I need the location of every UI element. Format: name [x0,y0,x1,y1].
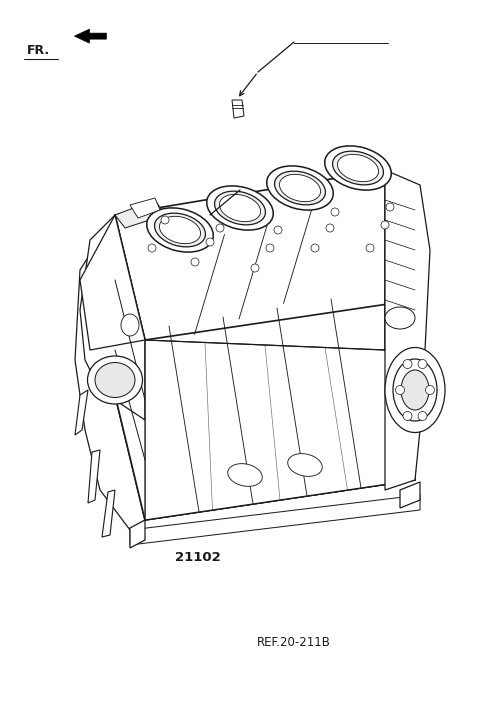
Polygon shape [75,215,145,530]
Circle shape [326,224,334,232]
Polygon shape [80,215,145,420]
Polygon shape [115,200,165,228]
Ellipse shape [207,186,273,230]
Ellipse shape [147,208,213,252]
Circle shape [381,221,389,229]
Polygon shape [74,29,107,43]
Ellipse shape [385,347,445,432]
Ellipse shape [121,314,139,336]
Polygon shape [75,390,88,435]
Circle shape [148,244,156,252]
Circle shape [418,359,427,369]
Circle shape [251,264,259,272]
Circle shape [266,244,274,252]
Ellipse shape [275,171,325,205]
Polygon shape [232,100,244,118]
Ellipse shape [288,454,322,476]
Ellipse shape [219,194,261,222]
Ellipse shape [324,146,391,190]
Polygon shape [88,450,100,503]
Circle shape [311,244,319,252]
Polygon shape [115,170,415,340]
Circle shape [366,244,374,252]
Circle shape [216,224,224,232]
Circle shape [403,412,412,420]
Ellipse shape [155,213,205,247]
Ellipse shape [87,356,143,404]
Text: 21102: 21102 [175,551,221,564]
Ellipse shape [267,166,333,210]
Polygon shape [102,490,115,537]
Ellipse shape [159,216,201,243]
Polygon shape [130,520,145,548]
Polygon shape [145,340,415,520]
Polygon shape [115,215,145,520]
Circle shape [425,385,434,395]
Polygon shape [115,350,415,520]
Ellipse shape [333,151,384,185]
Text: FR.: FR. [26,44,49,57]
Ellipse shape [279,174,321,202]
Polygon shape [385,170,430,490]
Ellipse shape [393,359,437,421]
Circle shape [191,258,199,266]
Polygon shape [80,215,145,350]
Circle shape [274,226,282,234]
Circle shape [403,359,412,369]
Polygon shape [385,170,415,480]
Circle shape [161,216,169,224]
Polygon shape [400,482,420,508]
Circle shape [386,203,394,211]
Ellipse shape [401,370,429,410]
Circle shape [396,385,405,395]
Polygon shape [130,495,420,545]
Polygon shape [130,198,160,218]
Circle shape [418,412,427,420]
Ellipse shape [337,155,379,182]
Ellipse shape [215,191,265,225]
Text: REF.20-211B: REF.20-211B [257,636,331,649]
Ellipse shape [228,464,262,486]
Ellipse shape [385,307,415,329]
Ellipse shape [95,362,135,397]
Circle shape [331,208,339,216]
Circle shape [206,238,214,246]
